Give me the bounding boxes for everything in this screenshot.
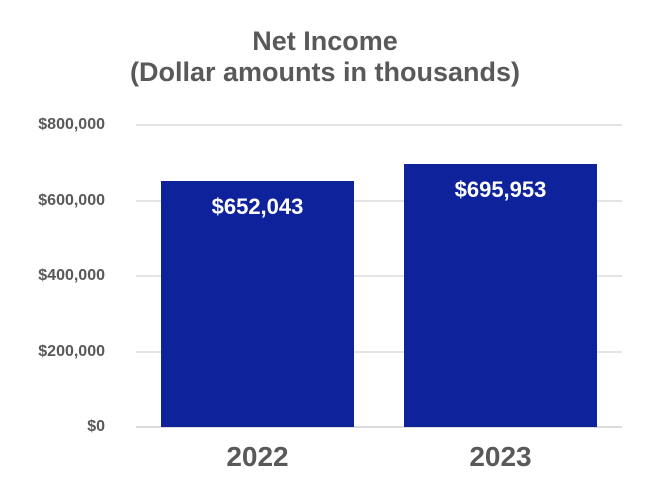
x-category-label-2023: 2023 xyxy=(469,441,532,472)
y-tick-label: $600,000 xyxy=(38,191,105,209)
y-tick-label: $0 xyxy=(87,418,105,435)
chart-title: Net Income (Dollar amounts in thousands) xyxy=(0,26,650,88)
gridline xyxy=(136,124,622,126)
chart-title-line2: (Dollar amounts in thousands) xyxy=(129,57,520,87)
gridline xyxy=(136,275,622,277)
plot-area: $652,043 $695,953 xyxy=(136,124,622,428)
x-axis-line xyxy=(136,426,622,428)
gridline xyxy=(136,199,622,202)
chart-title-line1: Net Income xyxy=(252,26,398,56)
y-tick-label: $200,000 xyxy=(38,342,105,360)
bar-2022: $652,043 xyxy=(161,180,354,427)
bar-value-label: $652,043 xyxy=(211,193,304,219)
gridline xyxy=(136,350,622,353)
x-category-label-2022: 2022 xyxy=(226,441,289,472)
y-tick-label: $400,000 xyxy=(38,267,105,284)
bar-value-label: $695,953 xyxy=(454,177,547,203)
bar-2023: $695,953 xyxy=(404,164,597,427)
y-tick-label: $800,000 xyxy=(38,116,105,133)
